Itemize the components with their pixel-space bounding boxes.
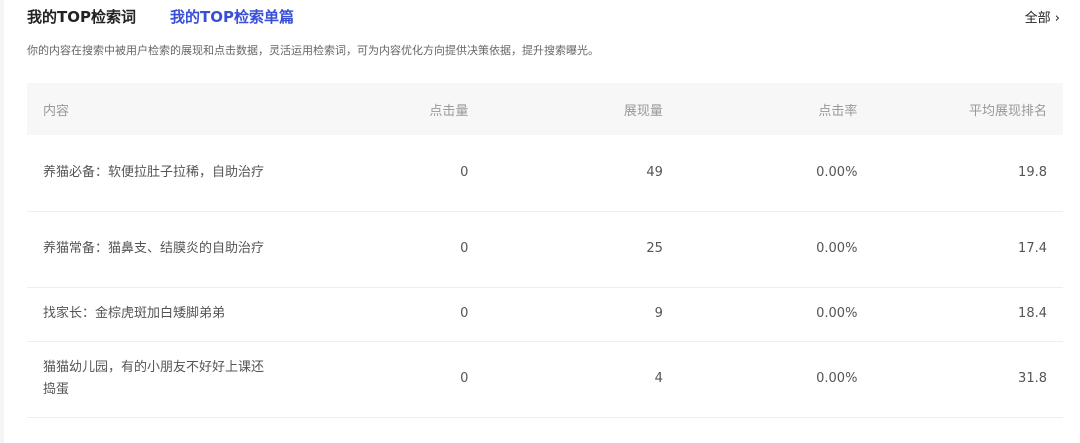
cell-ctr: 0.00% xyxy=(678,341,874,418)
cell-avg-rank: 18.4 xyxy=(873,287,1063,342)
tabs: 我的TOP检索词 我的TOP检索单篇 xyxy=(27,6,294,27)
cell-avg-rank: 19.8 xyxy=(873,135,1063,212)
panel-edge xyxy=(0,0,4,443)
description: 你的内容在搜索中被用户检索的展现和点击数据，灵活运用检索词，可为内容优化方向提供… xyxy=(27,44,599,57)
cell-avg-rank: 31.8 xyxy=(873,341,1063,418)
cell-ctr: 0.00% xyxy=(678,211,874,288)
cell-impressions: 49 xyxy=(484,135,679,212)
header-content: 内容 xyxy=(27,83,289,135)
cell-content[interactable]: 养猫常备：猫鼻支、结膜炎的自助治疗 xyxy=(43,241,265,256)
table-header: 内容 点击量 展现量 点击率 平均展现排名 xyxy=(27,83,1063,135)
cell-ctr: 0.00% xyxy=(678,287,874,342)
tab-top-keywords[interactable]: 我的TOP检索词 xyxy=(27,8,136,26)
cell-ctr: 0.00% xyxy=(678,135,874,212)
header-impressions: 展现量 xyxy=(484,83,679,135)
tab-top-articles[interactable]: 我的TOP检索单篇 xyxy=(169,8,294,26)
cell-clicks: 0 xyxy=(289,135,485,212)
table-row[interactable]: 养猫必备：软便拉肚子拉稀，自助治疗 0 49 0.00% 19.8 xyxy=(27,135,1063,212)
cell-content[interactable]: 养猫必备：软便拉肚子拉稀，自助治疗 xyxy=(43,164,265,180)
cell-impressions: 4 xyxy=(484,341,679,418)
cell-impressions: 25 xyxy=(484,211,679,288)
header-clicks: 点击量 xyxy=(289,83,485,135)
view-all-link[interactable]: 全部 › xyxy=(1024,11,1060,26)
table-row[interactable]: 猫猫幼儿园，有的小朋友不好好上课还捣蛋 0 4 0.00% 31.8 xyxy=(27,341,1063,418)
cell-content[interactable]: 猫猫幼儿园，有的小朋友不好好上课还捣蛋 xyxy=(43,360,265,397)
cell-content[interactable]: 找家长：金棕虎斑加白矮脚弟弟 xyxy=(43,306,226,321)
header-avg-rank: 平均展现排名 xyxy=(873,83,1063,135)
cell-impressions: 9 xyxy=(484,287,679,342)
table-row[interactable]: 找家长：金棕虎斑加白矮脚弟弟 0 9 0.00% 18.4 xyxy=(27,287,1063,342)
data-table: 内容 点击量 展现量 点击率 平均展现排名 养猫必备：软便拉肚子拉稀，自助治疗 … xyxy=(27,83,1063,418)
cell-avg-rank: 17.4 xyxy=(873,211,1063,288)
cell-clicks: 0 xyxy=(289,211,485,288)
cell-clicks: 0 xyxy=(289,341,485,418)
header-ctr: 点击率 xyxy=(678,83,874,135)
table-row[interactable]: 养猫常备：猫鼻支、结膜炎的自助治疗 0 25 0.00% 17.4 xyxy=(27,211,1063,288)
cell-clicks: 0 xyxy=(289,287,485,342)
